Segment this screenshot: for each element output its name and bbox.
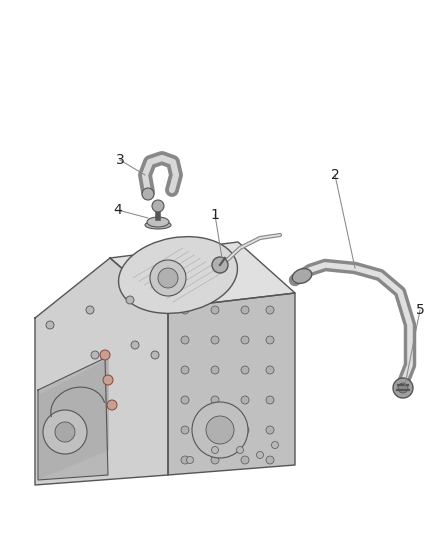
Circle shape [192, 402, 248, 458]
Circle shape [257, 451, 264, 458]
Circle shape [211, 306, 219, 314]
Circle shape [100, 350, 110, 360]
Circle shape [398, 383, 408, 393]
Circle shape [272, 441, 279, 448]
Circle shape [212, 447, 219, 454]
Text: 4: 4 [113, 203, 122, 217]
Circle shape [211, 426, 219, 434]
Text: 5: 5 [416, 303, 424, 317]
Circle shape [46, 321, 54, 329]
Circle shape [181, 366, 189, 374]
Circle shape [393, 378, 413, 398]
Circle shape [211, 456, 219, 464]
Text: 2: 2 [331, 168, 339, 182]
Circle shape [266, 306, 274, 314]
Polygon shape [110, 242, 295, 308]
Circle shape [187, 456, 194, 464]
Circle shape [152, 200, 164, 212]
Circle shape [181, 306, 189, 314]
Ellipse shape [145, 221, 171, 229]
Polygon shape [40, 360, 108, 478]
Circle shape [241, 456, 249, 464]
Circle shape [266, 396, 274, 404]
Circle shape [211, 366, 219, 374]
Ellipse shape [147, 217, 169, 227]
Circle shape [181, 426, 189, 434]
Circle shape [151, 351, 159, 359]
Circle shape [241, 426, 249, 434]
Circle shape [150, 260, 186, 296]
Circle shape [241, 306, 249, 314]
Circle shape [55, 422, 75, 442]
Circle shape [126, 296, 134, 304]
Circle shape [266, 456, 274, 464]
Polygon shape [35, 258, 168, 485]
Text: 3: 3 [116, 153, 124, 167]
Circle shape [131, 341, 139, 349]
Circle shape [241, 336, 249, 344]
Ellipse shape [119, 237, 237, 313]
Polygon shape [168, 293, 295, 475]
Circle shape [107, 400, 117, 410]
Circle shape [266, 336, 274, 344]
Circle shape [91, 351, 99, 359]
Circle shape [181, 456, 189, 464]
Circle shape [241, 396, 249, 404]
Circle shape [103, 375, 113, 385]
Ellipse shape [292, 269, 312, 284]
Circle shape [241, 366, 249, 374]
Circle shape [211, 396, 219, 404]
Circle shape [266, 366, 274, 374]
Circle shape [142, 188, 154, 200]
Circle shape [181, 336, 189, 344]
Circle shape [86, 306, 94, 314]
Polygon shape [38, 358, 108, 480]
Circle shape [211, 336, 219, 344]
Circle shape [181, 396, 189, 404]
Circle shape [206, 416, 234, 444]
Circle shape [237, 447, 244, 454]
Circle shape [266, 426, 274, 434]
Circle shape [212, 257, 228, 273]
Circle shape [43, 410, 87, 454]
Text: 1: 1 [211, 208, 219, 222]
Circle shape [158, 268, 178, 288]
